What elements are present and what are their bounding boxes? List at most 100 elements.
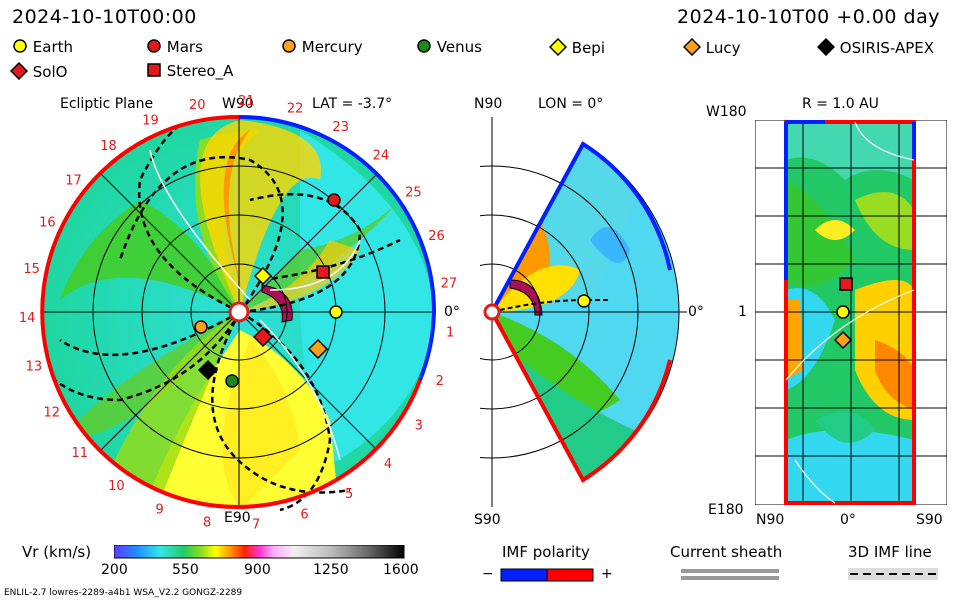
ecliptic-title: Ecliptic Plane	[60, 96, 154, 112]
legend-osiris-apex: OSIRIS-APEX	[816, 37, 935, 57]
radial-r-label: R = 1.0 AU	[802, 96, 879, 112]
vr-colorbar	[114, 545, 405, 559]
earth-marker-icon	[577, 294, 591, 308]
radial-bottom-label: E180	[708, 502, 744, 518]
imf-line	[491, 299, 610, 313]
mars-marker-icon	[147, 39, 161, 53]
legend-lucy: Lucy	[682, 37, 741, 57]
lucy-marker-icon	[833, 330, 853, 350]
legend-label: Mars	[166, 38, 203, 56]
legend-mars: Mars	[146, 38, 203, 56]
colorbar-tick: 900	[244, 562, 271, 578]
imf-boundary-negative	[784, 120, 916, 280]
earth-marker-icon	[836, 305, 850, 319]
carrington-label: 21	[238, 94, 255, 109]
venus-marker-icon	[417, 39, 431, 53]
current-sheath-label: Current sheath	[670, 543, 783, 561]
colorbar-tick: 200	[101, 562, 128, 578]
earth-marker-icon	[329, 305, 343, 319]
earth-marker-icon	[13, 39, 27, 53]
meridional-right-label: 0°	[688, 304, 704, 320]
ecliptic-top-label: W90	[222, 96, 254, 112]
current-sheath-lines	[785, 121, 915, 504]
venus-marker-icon	[225, 374, 239, 388]
carrington-label: 13	[26, 360, 43, 375]
carrington-label: 16	[39, 215, 56, 230]
lucy-marker-icon	[307, 338, 329, 360]
carrington-label: 5	[345, 487, 353, 502]
stereo-a-marker-icon	[147, 63, 161, 77]
imf-line-label: 3D IMF line	[848, 543, 932, 561]
lucy-marker-icon	[682, 37, 702, 57]
carrington-label: 2	[436, 374, 444, 389]
imf-boundary-positive	[490, 311, 672, 483]
carrington-label: 18	[100, 139, 117, 154]
solo-marker-icon	[252, 326, 274, 348]
datetime-left: 2024-10-10T00:00	[12, 6, 197, 28]
legend-earth: Earth	[12, 38, 73, 56]
ecliptic-bottom-label: E90	[224, 510, 251, 526]
imf-plus: +	[601, 566, 613, 582]
carrington-label: 7	[252, 517, 260, 532]
imf-polarity-bar	[500, 568, 594, 582]
carrington-label: 8	[203, 516, 211, 531]
imf-polarity-label: IMF polarity	[502, 543, 590, 561]
carrington-label: 11	[72, 446, 89, 461]
carrington-label: 25	[405, 185, 422, 200]
carrington-label: 22	[287, 102, 304, 117]
ecliptic-lat-label: LAT = -3.7°	[312, 96, 393, 112]
imf-line-swatch	[848, 568, 938, 580]
sun-icon	[228, 301, 250, 323]
legend-label: Bepi	[571, 39, 605, 57]
carrington-label: 10	[108, 479, 125, 494]
legend-label: Lucy	[705, 39, 741, 57]
legend-venus: Venus	[416, 38, 482, 56]
mercury-marker-icon	[282, 39, 296, 53]
carrington-label: 26	[428, 229, 445, 244]
radial-top-label: W180	[706, 104, 747, 120]
bepi-marker-icon	[253, 266, 273, 286]
vr-field-meridional	[492, 144, 679, 480]
meridional-bottom-label: S90	[474, 512, 501, 528]
legend-label: Venus	[436, 38, 482, 56]
carrington-label: 17	[65, 174, 82, 189]
legend-label: Mercury	[301, 38, 363, 56]
legend-label: Stereo_A	[166, 62, 234, 80]
legend-solo: SolO	[9, 61, 67, 81]
current-sheath-swatch	[681, 569, 779, 580]
imf-minus: −	[482, 566, 494, 582]
mercury-marker-icon	[194, 320, 208, 334]
carrington-label: 9	[155, 503, 163, 518]
carrington-label: 15	[23, 262, 40, 277]
carrington-label: 20	[189, 98, 206, 113]
meridional-top-label: N90	[474, 96, 503, 112]
carrington-label: 1	[446, 326, 454, 341]
imf-boundary-positive	[784, 120, 916, 505]
stereo-a-marker-icon	[839, 277, 853, 291]
radial-x-mid: 0°	[840, 512, 856, 528]
legend-mercury: Mercury	[281, 38, 363, 56]
colorbar-tick: 1600	[383, 562, 419, 578]
radial-map-plot	[755, 120, 947, 505]
carrington-label: 4	[384, 457, 392, 472]
mars-marker-icon	[327, 193, 341, 207]
legend-label: OSIRIS-APEX	[839, 39, 935, 57]
osiris-apex-marker-icon	[816, 37, 836, 57]
meridional-lon-label: LON = 0°	[538, 96, 604, 112]
radial-x-left: N90	[756, 512, 785, 528]
carrington-label: 19	[142, 113, 159, 128]
meridional-plane-plot	[480, 117, 687, 507]
colorbar-tick: 1250	[313, 562, 349, 578]
osiris-apex-marker-icon	[197, 359, 219, 381]
radial-mid-label: 1	[738, 304, 747, 320]
legend-label: Earth	[32, 38, 74, 56]
carrington-label: 27	[441, 277, 458, 292]
solo-marker-icon	[9, 61, 29, 81]
imf-boundary-positive	[40, 114, 422, 509]
carrington-label: 23	[332, 120, 349, 135]
carrington-label: 3	[415, 418, 423, 433]
carrington-label: 14	[19, 311, 36, 326]
legend-bepi: Bepi	[548, 37, 605, 57]
